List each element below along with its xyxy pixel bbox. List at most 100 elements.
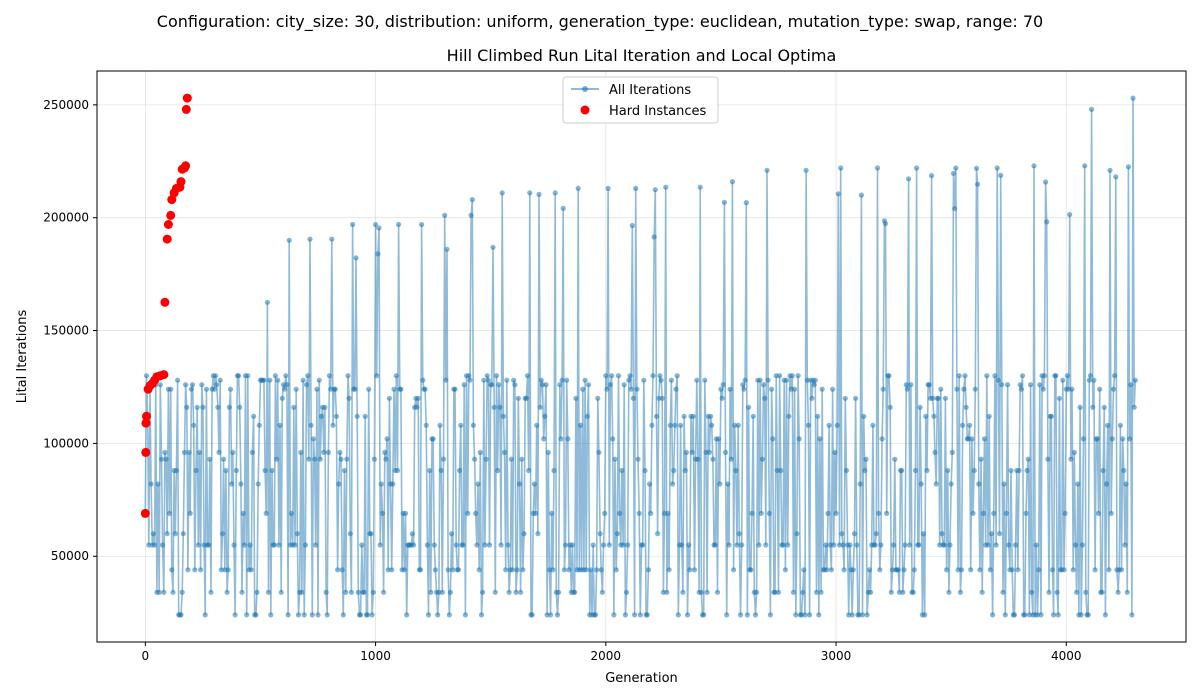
all-iterations-point — [310, 436, 316, 442]
all-iterations-point — [887, 404, 893, 410]
all-iterations-point — [150, 531, 156, 537]
all-iterations-point — [585, 382, 592, 388]
all-iterations-point — [268, 612, 274, 618]
all-iterations-point — [565, 436, 571, 442]
all-iterations-point — [763, 542, 769, 548]
all-iterations-point — [227, 386, 234, 392]
all-iterations-point — [419, 221, 425, 228]
all-iterations-point — [748, 567, 754, 573]
all-iterations-point — [994, 165, 1000, 171]
all-iterations-point — [414, 404, 420, 410]
all-iterations-point — [976, 481, 982, 487]
all-iterations-point — [164, 531, 170, 537]
all-iterations-point — [1087, 373, 1094, 379]
all-iterations-point — [1092, 567, 1098, 573]
all-iterations-point — [762, 395, 768, 401]
all-iterations-point — [1131, 404, 1137, 410]
all-iterations-point — [728, 456, 734, 462]
all-iterations-point — [619, 467, 625, 474]
all-iterations-point — [211, 386, 217, 392]
all-iterations-point — [880, 386, 886, 392]
all-iterations-point — [189, 382, 196, 388]
legend-all-iterations-marker — [582, 86, 588, 92]
all-iterations-point — [432, 567, 438, 573]
all-iterations-point — [481, 377, 487, 383]
all-iterations-point — [912, 467, 919, 474]
all-iterations-point — [495, 467, 501, 474]
all-iterations-point — [307, 236, 313, 242]
all-iterations-point — [754, 589, 760, 595]
all-iterations-point — [160, 542, 166, 548]
all-iterations-point — [192, 567, 198, 573]
all-iterations-point — [879, 436, 885, 442]
all-iterations-point — [1069, 386, 1075, 392]
all-iterations-point — [511, 377, 517, 383]
all-iterations-point — [929, 173, 935, 179]
all-iterations-point — [1101, 404, 1107, 410]
hard-instance-point — [163, 220, 173, 229]
hard-instance-point — [141, 447, 151, 457]
x-tick-label: 2000 — [591, 649, 622, 663]
all-iterations-point — [445, 567, 451, 573]
all-iterations-point — [1071, 449, 1077, 455]
hard-instance-point — [142, 411, 151, 421]
all-iterations-point — [647, 481, 653, 487]
all-iterations-point — [1074, 589, 1080, 595]
all-iterations-point — [620, 542, 626, 548]
all-iterations-point — [475, 481, 481, 487]
all-iterations-point — [302, 542, 308, 548]
all-iterations-point — [468, 212, 474, 218]
all-iterations-point — [248, 567, 254, 573]
all-iterations-point — [604, 386, 610, 392]
all-iterations-point — [447, 589, 453, 595]
all-iterations-point — [460, 542, 466, 548]
all-iterations-point — [789, 373, 795, 379]
all-iterations-point — [770, 436, 776, 442]
all-iterations-point — [516, 481, 523, 487]
all-iterations-point — [332, 386, 338, 392]
all-iterations-point — [187, 510, 193, 516]
all-iterations-point — [977, 567, 983, 573]
all-iterations-point — [995, 377, 1002, 383]
all-iterations-point — [831, 542, 837, 548]
all-iterations-point — [802, 612, 808, 618]
all-iterations-point — [322, 404, 328, 410]
all-iterations-point — [636, 510, 642, 516]
all-iterations-point — [452, 386, 458, 392]
all-iterations-point — [562, 542, 569, 548]
all-iterations-point — [548, 612, 554, 618]
all-iterations-point — [326, 373, 333, 379]
all-iterations-point — [594, 567, 600, 573]
all-iterations-point — [886, 373, 892, 379]
all-iterations-point — [851, 531, 858, 537]
all-iterations-point — [478, 612, 485, 618]
all-iterations-point — [504, 377, 510, 383]
all-iterations-point — [769, 386, 775, 392]
all-iterations-point — [566, 567, 572, 573]
all-iterations-point — [914, 165, 920, 171]
all-iterations-point — [870, 422, 876, 428]
all-iterations-point — [766, 510, 772, 516]
all-iterations-point — [347, 531, 353, 537]
all-iterations-point — [450, 567, 456, 573]
all-iterations-point — [1016, 467, 1022, 474]
all-iterations-point — [240, 510, 246, 516]
all-iterations-point — [740, 382, 746, 388]
all-iterations-point — [1121, 467, 1127, 474]
all-iterations-point — [847, 542, 853, 548]
all-iterations-point — [626, 377, 632, 383]
all-iterations-point — [985, 542, 991, 548]
all-iterations-point — [759, 456, 766, 462]
all-iterations-point — [975, 181, 981, 187]
all-iterations-point — [1003, 510, 1010, 516]
all-iterations-point — [393, 373, 399, 379]
all-iterations-point — [329, 236, 335, 242]
all-iterations-point — [208, 589, 214, 595]
legend: All Iterations Hard Instances — [562, 76, 719, 124]
all-iterations-point — [1013, 542, 1019, 548]
x-tick-label: 3000 — [821, 649, 852, 663]
all-iterations-point — [984, 373, 990, 379]
all-iterations-point — [338, 456, 344, 462]
all-iterations-point — [874, 165, 881, 171]
all-iterations-point — [858, 192, 865, 198]
